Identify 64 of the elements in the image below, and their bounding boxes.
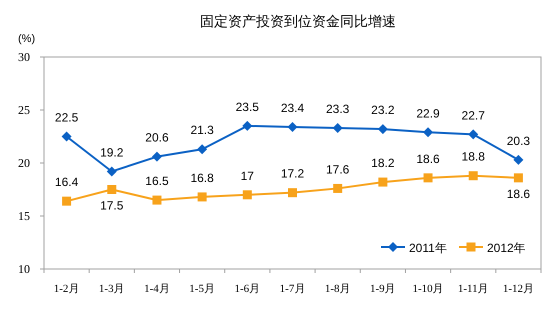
x-tick-label: 1-6月 — [234, 283, 260, 295]
data-label: 16.8 — [190, 170, 214, 185]
y-tick-label: 20 — [18, 156, 30, 170]
point — [288, 122, 298, 132]
point — [424, 173, 433, 182]
data-label: 23.5 — [236, 100, 260, 114]
legend-label: 2011年 — [409, 241, 447, 255]
data-label: 16.4 — [54, 175, 79, 190]
point — [242, 190, 252, 200]
x-tick-label: 1-11月 — [458, 283, 489, 295]
data-label: 22.5 — [54, 110, 79, 124]
data-label: 18.2 — [371, 156, 395, 170]
data-label: 21.3 — [190, 123, 214, 138]
point — [468, 129, 478, 140]
legend-label: 2012年 — [487, 241, 526, 255]
point — [198, 192, 207, 202]
data-label: 18.8 — [462, 150, 486, 164]
point — [62, 196, 72, 206]
y-tick-label: 25 — [18, 103, 30, 117]
point — [423, 127, 434, 138]
x-tick-label: 1-2月 — [54, 283, 80, 295]
x-tick-label: 1-8月 — [324, 283, 351, 295]
point — [197, 144, 208, 154]
x-tick-label: 1-12月 — [502, 283, 534, 295]
x-tick-label: 1-10月 — [412, 283, 444, 295]
data-label: 19.2 — [100, 145, 124, 160]
data-label: 22.9 — [416, 106, 440, 120]
point — [62, 132, 72, 142]
y-tick-label: 15 — [18, 209, 30, 223]
point — [106, 166, 117, 176]
x-tick-label: 1-3月 — [98, 283, 125, 295]
point — [152, 152, 162, 162]
y-axis-title: (%) — [18, 33, 36, 45]
data-label: 20.6 — [145, 130, 169, 145]
data-label: 17.5 — [100, 198, 124, 212]
point — [378, 178, 388, 187]
point — [242, 120, 252, 131]
point — [513, 154, 524, 165]
x-tick-label: 1-4月 — [144, 283, 170, 295]
point — [152, 196, 162, 205]
point — [333, 184, 342, 193]
data-label: 20.3 — [506, 134, 530, 148]
x-tick-label: 1-9月 — [370, 283, 396, 295]
point — [514, 173, 523, 182]
data-label: 23.2 — [371, 103, 395, 118]
point — [332, 123, 343, 134]
data-label: 18.6 — [416, 152, 440, 166]
x-tick-label: 1-7月 — [280, 283, 306, 295]
data-label: 23.4 — [280, 100, 304, 115]
data-label: 18.6 — [506, 186, 530, 201]
data-label: 17.6 — [326, 162, 350, 176]
data-label: 23.3 — [326, 102, 350, 116]
y-tick-label: 30 — [18, 50, 30, 64]
y-tick-label: 10 — [18, 262, 30, 276]
data-label: 22.7 — [462, 108, 486, 122]
point — [107, 185, 116, 194]
point — [378, 124, 388, 134]
data-label: 17 — [240, 168, 254, 183]
x-tick-label: 1-5月 — [189, 283, 215, 295]
point — [468, 171, 478, 180]
data-label: 17.2 — [280, 166, 304, 181]
point — [288, 188, 297, 198]
data-label: 16.5 — [145, 174, 169, 188]
chart-title: 固定资产投资到位资金同比增速 — [200, 13, 396, 29]
